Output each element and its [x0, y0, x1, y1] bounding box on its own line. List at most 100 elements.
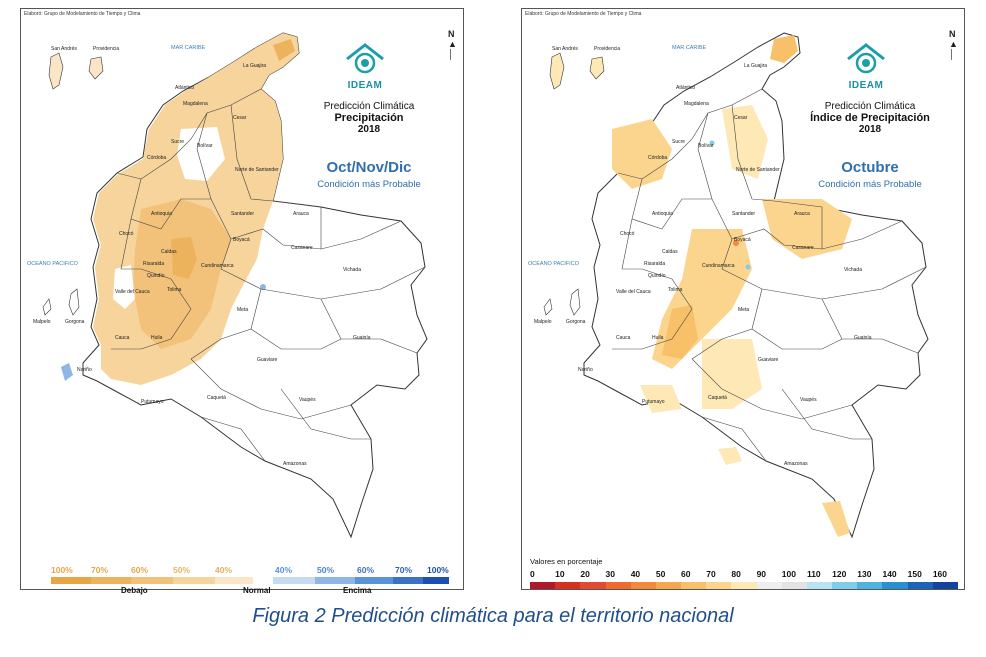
- label-amazonas: Amazonas: [784, 461, 808, 467]
- label-bolivar: Bolívar: [197, 143, 213, 149]
- ideam-logo-icon: [847, 43, 885, 74]
- index-region-40: [733, 240, 739, 246]
- legend-swatch: [857, 582, 883, 589]
- legend-swatch: [756, 582, 782, 589]
- label-boyaca: Boyacá: [233, 237, 250, 243]
- legend-swatch: [907, 582, 933, 589]
- legend-value: 50: [655, 569, 666, 579]
- label-vaupes: Vaupés: [800, 397, 817, 403]
- label-casanare: Casanare: [291, 245, 313, 251]
- legend-swatch: [423, 577, 449, 584]
- gorgona-island: [68, 288, 80, 316]
- legend-swatch: [91, 577, 131, 584]
- label-guainia: Guainía: [854, 335, 872, 341]
- title-line3: 2018: [858, 124, 882, 135]
- legend-value: 10: [555, 569, 565, 579]
- label-cundinamarca: Cundinamarca: [702, 263, 735, 269]
- legend-value: 100: [781, 569, 796, 579]
- label-atlantico: Atlántico: [175, 85, 194, 91]
- label-cauca: Cauca: [115, 335, 130, 341]
- gorgona-island: [569, 288, 581, 316]
- legend-color-bar: [51, 577, 449, 584]
- title-block: Predicción Climática Índice de Precipita…: [780, 101, 960, 135]
- sea-label-caribe: MAR CARIBE: [171, 45, 206, 51]
- guajira-below-60: [273, 39, 295, 61]
- legend-category-below: Debajo: [121, 586, 148, 595]
- label-norte-santander: Norte de Santander: [736, 167, 780, 173]
- title-line1: Predicción Climática: [323, 101, 415, 112]
- label-cesar: Cesar: [734, 115, 748, 121]
- label-magdalena: Magdalena: [183, 101, 208, 107]
- providencia-island: [589, 56, 605, 80]
- label-boyaca: Boyacá: [734, 237, 751, 243]
- legend-swatch: [355, 577, 393, 584]
- legend-percent: 70%: [395, 565, 413, 575]
- label-magdalena: Magdalena: [684, 101, 709, 107]
- index-region-60: [662, 305, 698, 359]
- season-label: Oct/Nov/Dic: [326, 159, 412, 176]
- legend-swatch: [706, 582, 732, 589]
- label-amazonas: Amazonas: [283, 461, 307, 467]
- legend-value: 70: [706, 569, 716, 579]
- department-borders: [111, 88, 426, 462]
- legend-value-row: 0 10 20 30 40 50 60 70 80 90 100 110 120 130 140 150 160: [530, 557, 958, 581]
- legend-swatch: [731, 582, 757, 589]
- label-arauca: Arauca: [794, 211, 810, 217]
- label-choco: Chocó: [620, 231, 635, 237]
- ideam-logo: IDEAM: [337, 41, 393, 91]
- logo-text: IDEAM: [347, 80, 383, 91]
- legend-percent: 60%: [131, 565, 149, 575]
- normal-patch: [113, 265, 135, 309]
- label-choco: Chocó: [119, 231, 134, 237]
- index-region-70: [762, 199, 852, 259]
- legend-swatch: [555, 582, 581, 589]
- department-borders: [612, 88, 927, 462]
- malpelo-island: [42, 298, 52, 316]
- region-below-normal-60: [171, 237, 197, 279]
- colombia-map-left: MAR CARIBE OCEANO PACIFICO San Andrés Pr…: [27, 32, 428, 539]
- normal-patch: [177, 127, 225, 181]
- colombia-map-right: MAR CARIBE OCEANO PACIFICO San Andrés Pr…: [528, 32, 929, 539]
- label-gorgona: Gorgona: [566, 319, 586, 325]
- map-panel-left: Elaboró: Grupo de Modelamiento de Tiempo…: [20, 8, 464, 595]
- legend-swatch: [173, 577, 215, 584]
- legend-percent: 50%: [173, 565, 191, 575]
- title-block: Predicción Climática Precipitación 2018: [279, 101, 459, 135]
- legend-category-normal: Normal: [243, 586, 271, 595]
- legend-swatch: [530, 582, 556, 589]
- season-block: Oct/Nov/Dic Condición más Probable: [279, 159, 459, 190]
- legend-value: 30: [605, 569, 615, 579]
- legend-value: 110: [806, 569, 821, 579]
- label-norte-santander: Norte de Santander: [235, 167, 279, 173]
- season-label: Octubre: [841, 159, 899, 176]
- label-cesar: Cesar: [233, 115, 247, 121]
- label-quindio: Quindío: [648, 273, 666, 279]
- label-narino: Nariño: [77, 367, 92, 373]
- index-region-80: [640, 385, 682, 413]
- label-putumayo: Putumayo: [642, 399, 665, 405]
- legend-value: 0: [530, 569, 535, 579]
- label-caqueta: Caquetá: [708, 395, 727, 401]
- ideam-logo-icon: [346, 43, 384, 74]
- label-la-guajira: La Guajira: [243, 63, 266, 69]
- legend-percent: 100%: [51, 565, 73, 575]
- label-caqueta: Caquetá: [207, 395, 226, 401]
- label-santander: Santander: [231, 211, 254, 217]
- legend-value: 140: [882, 569, 897, 579]
- label-cordoba: Córdoba: [648, 155, 667, 161]
- label-san-andres: San Andrés: [51, 46, 77, 52]
- label-guaviare: Guaviare: [257, 357, 278, 363]
- north-arrow-icon: N ▲ │: [448, 29, 457, 59]
- sea-label-pacifico: OCEANO PACIFICO: [27, 261, 79, 267]
- san-andres-island: [48, 52, 64, 90]
- legend-category-above: Encima: [343, 586, 372, 595]
- index-region-80: [722, 105, 768, 179]
- label-cauca: Cauca: [616, 335, 631, 341]
- label-cundinamarca: Cundinamarca: [201, 263, 234, 269]
- label-valle: Valle del Cauca: [616, 289, 651, 295]
- legend-swatch: [605, 582, 631, 589]
- label-meta: Meta: [237, 307, 248, 313]
- label-vaupes: Vaupés: [299, 397, 316, 403]
- providencia-island: [88, 56, 104, 80]
- label-la-guajira: La Guajira: [744, 63, 767, 69]
